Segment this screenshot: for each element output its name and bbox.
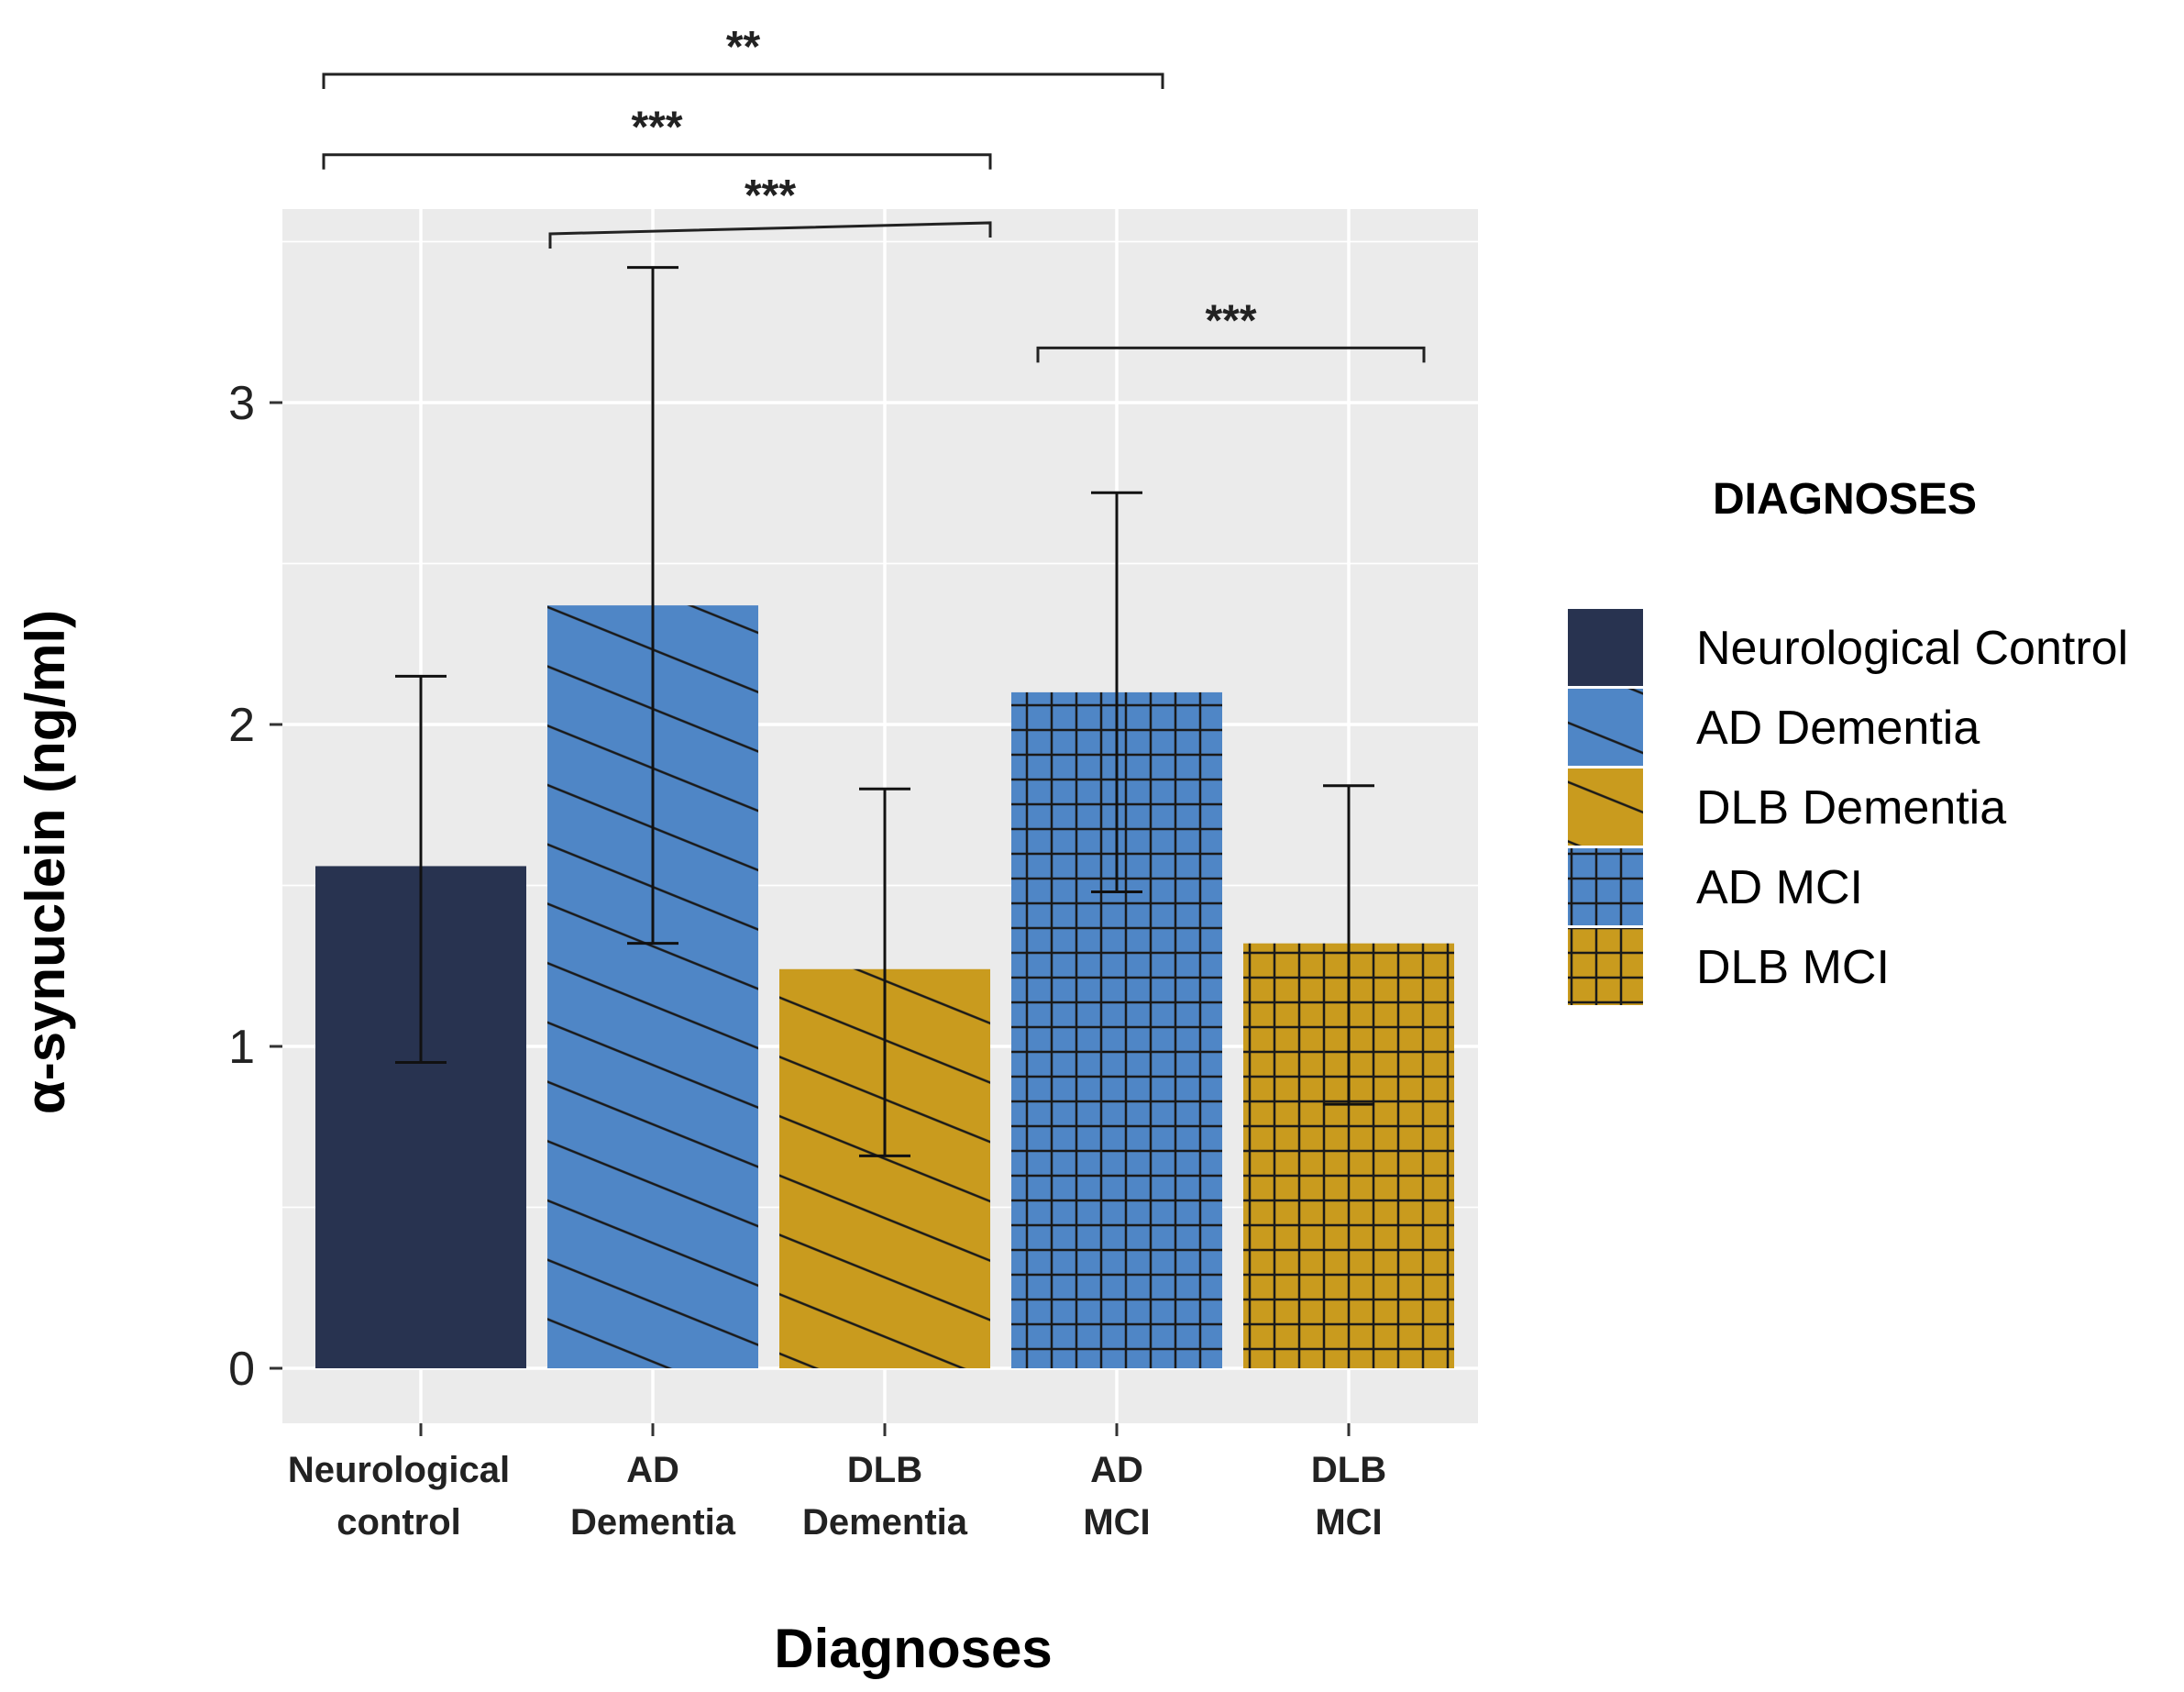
x-tick-label-line2: MCI [1083, 1502, 1150, 1543]
significance-brackets: *********** [322, 23, 1426, 363]
significance-label: ** [726, 23, 761, 72]
x-tick-label-line1: Neurological [288, 1450, 510, 1490]
significance-label: *** [745, 171, 796, 220]
significance-bracket: ** [322, 23, 1164, 89]
legend-key [1568, 769, 1643, 846]
legend-key [1568, 928, 1643, 1005]
error-bar [1323, 784, 1374, 1106]
error-bar [627, 266, 678, 946]
error-bar [395, 674, 447, 1065]
x-tick-label-line2: MCI [1315, 1502, 1382, 1543]
y-tick-label: 1 [228, 1021, 255, 1074]
x-axis-title: Diagnoses [774, 1618, 1052, 1679]
legend-key [1568, 609, 1643, 686]
significance-label: *** [1205, 296, 1256, 345]
x-axis: Neurological control AD Dementia DLB Dementia… [288, 1423, 1386, 1543]
x-tick-label-line2: Dementia [802, 1502, 968, 1543]
significance-bracket: *** [322, 104, 992, 170]
y-axis: 0 1 2 3 [228, 377, 282, 1396]
legend-title: DIAGNOSES [1713, 475, 1977, 524]
x-tick-label-line1: DLB [1311, 1450, 1386, 1490]
x-tick-label-line1: DLB [847, 1450, 922, 1490]
legend-key [1568, 689, 1643, 766]
y-tick-label: 3 [228, 377, 255, 430]
x-tick-label-line1: AD [626, 1450, 679, 1490]
x-tick-label-line1: AD [1090, 1450, 1143, 1490]
legend-label: AD MCI [1696, 861, 1863, 914]
error-bars [395, 266, 1374, 1157]
error-bar [859, 787, 910, 1157]
y-tick-label: 0 [228, 1343, 255, 1396]
legend-label: DLB Dementia [1696, 781, 2006, 835]
legend-key [1568, 848, 1643, 925]
error-bar [1091, 491, 1142, 894]
significance-bracket: *** [548, 171, 992, 249]
y-axis-title: α-synuclein (ng/ml) [15, 610, 76, 1114]
y-tick-label: 2 [228, 699, 255, 752]
legend: DIAGNOSES Neurological Control AD Dementi… [1568, 475, 2128, 1005]
x-tick-label-line2: control [336, 1502, 461, 1543]
legend-label: DLB MCI [1696, 941, 1890, 994]
legend-label: Neurological Control [1696, 622, 2128, 675]
x-tick-label-line2: Dementia [570, 1502, 736, 1543]
significance-label: *** [631, 104, 682, 152]
legend-label: AD Dementia [1696, 702, 1980, 755]
significance-bracket: *** [1036, 296, 1426, 363]
